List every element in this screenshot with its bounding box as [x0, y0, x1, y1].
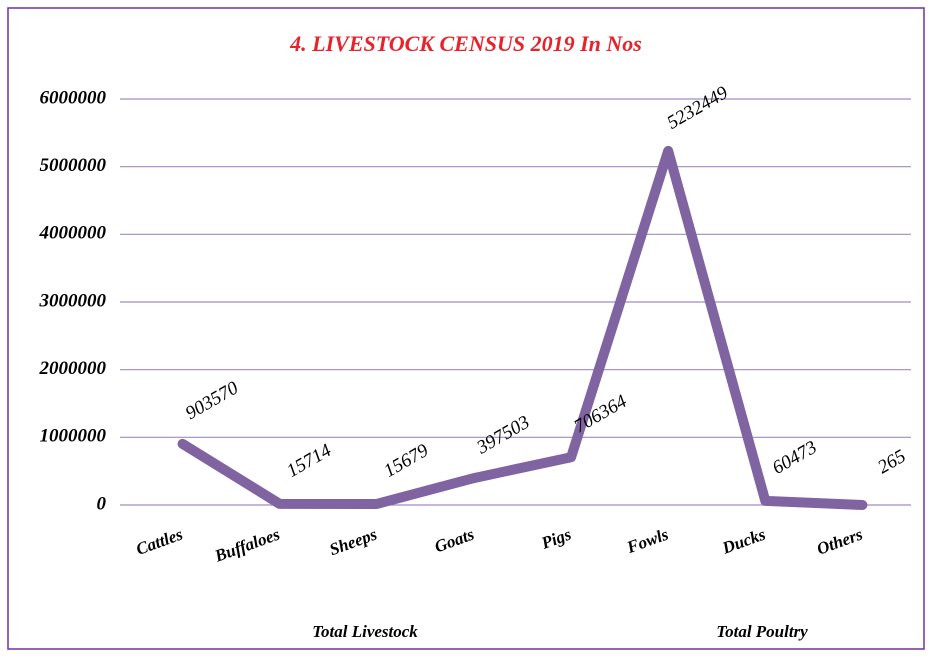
chart-frame — [7, 7, 925, 650]
y-tick-label: 6000000 — [40, 87, 107, 108]
y-tick-label: 0 — [97, 493, 107, 514]
y-tick-label: 1000000 — [40, 426, 107, 447]
chart-title: 4. LIVESTOCK CENSUS 2019 In Nos — [289, 31, 642, 56]
y-tick-label: 2000000 — [39, 358, 107, 379]
group-label: Total Livestock — [312, 622, 418, 641]
y-tick-label: 5000000 — [40, 155, 107, 176]
group-label: Total Poultry — [716, 622, 808, 641]
y-tick-label: 4000000 — [39, 223, 107, 244]
data-line — [177, 145, 868, 510]
y-tick-label: 3000000 — [39, 290, 107, 311]
